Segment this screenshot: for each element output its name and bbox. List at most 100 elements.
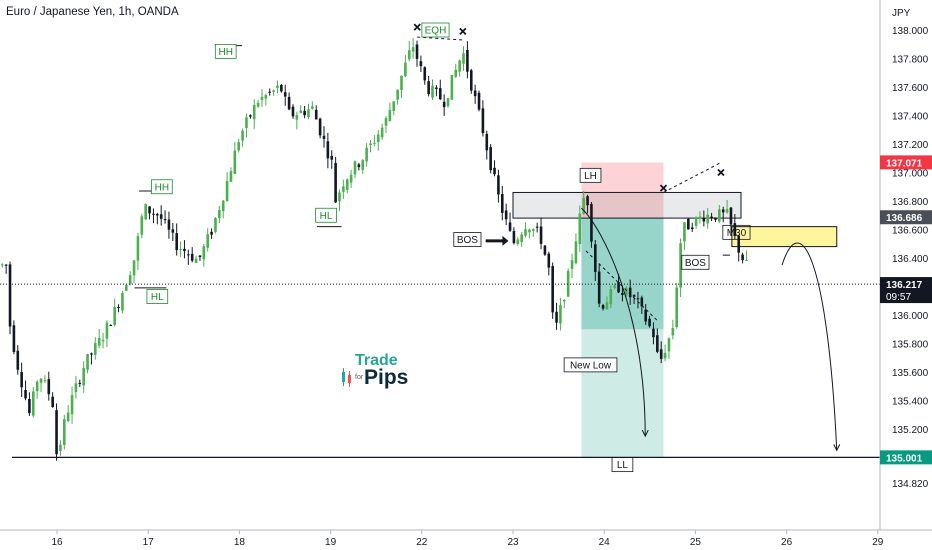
- candle-body: [683, 222, 686, 242]
- candle-body: [62, 419, 66, 446]
- candles-logo-icon: [342, 368, 351, 387]
- candle-body: [12, 325, 16, 352]
- candle-body: [656, 335, 659, 352]
- y-tick-label: 137.800: [892, 55, 929, 66]
- annotation-box: [722, 224, 751, 240]
- candle-body: [570, 260, 574, 269]
- x-tick-label: 26: [781, 537, 793, 548]
- price-tag-label: 137.071: [886, 158, 923, 169]
- candle-body: [187, 254, 190, 256]
- drawings-layer: [134, 23, 841, 452]
- candle-body: [221, 200, 225, 212]
- projection-arrowhead-2: [833, 444, 841, 452]
- candle-body: [51, 396, 54, 407]
- candle-body: [8, 264, 12, 327]
- price-tag-red: [880, 155, 932, 170]
- annotation-box: [151, 179, 173, 195]
- annotation-label: New Low: [570, 360, 612, 371]
- candle-body: [322, 135, 326, 139]
- candle-body: [299, 110, 303, 113]
- x-tick-label: 19: [325, 537, 337, 548]
- candle-body: [539, 226, 543, 244]
- y-tick-label: 136.000: [892, 311, 929, 322]
- candle-body: [489, 147, 492, 171]
- candle-body: [136, 236, 140, 261]
- projection-curve-2: [781, 242, 838, 451]
- x-tick-label: 23: [507, 537, 519, 548]
- candle-body: [520, 234, 523, 242]
- candle-body: [694, 217, 698, 226]
- price-tag-current: [880, 277, 932, 304]
- candle-body: [714, 217, 717, 220]
- candle-body: [473, 90, 477, 97]
- x-tick-label: 24: [599, 537, 611, 548]
- candle-body: [198, 255, 202, 258]
- trade-for-pips-logo: Trade for Pips: [340, 352, 420, 392]
- candle-body: [628, 287, 632, 298]
- candle-body: [609, 289, 613, 305]
- candle-body: [621, 292, 624, 296]
- candle-body: [404, 62, 407, 77]
- price-tag-label: 136.686: [886, 213, 923, 224]
- candle-body: [334, 163, 337, 203]
- candle-body: [388, 110, 392, 122]
- candle-body: [163, 219, 167, 221]
- x-tick-label: 17: [143, 537, 155, 548]
- candle-body: [466, 50, 469, 72]
- candle-body: [342, 186, 345, 192]
- candle-body: [481, 108, 485, 134]
- candle-body: [601, 305, 605, 309]
- candle-body: [392, 101, 396, 111]
- candle-body: [210, 231, 213, 235]
- y-tick-label: 135.400: [892, 397, 929, 408]
- candle-body: [66, 412, 70, 421]
- price-tag-label: 135.001: [886, 453, 923, 464]
- y-tick-label: 135.600: [892, 368, 929, 379]
- candle-body: [632, 295, 636, 297]
- candle-body: [563, 299, 566, 302]
- countdown-label: 09:57: [886, 292, 911, 303]
- candle-body: [179, 248, 182, 250]
- y-tick-label: 137.600: [892, 83, 929, 94]
- candle-body: [272, 90, 275, 92]
- y-tick-label: 134.820: [892, 479, 929, 490]
- candle-body: [326, 141, 330, 159]
- candle-body: [640, 297, 644, 307]
- candle-body: [361, 160, 365, 170]
- candle-body: [586, 196, 589, 206]
- candle-body: [109, 324, 113, 326]
- levels-layer: [0, 283, 880, 458]
- candle-body: [415, 44, 419, 59]
- candle-body: [24, 389, 27, 399]
- candle-body: [314, 109, 318, 120]
- candle-body: [214, 217, 217, 232]
- candle-body: [295, 115, 299, 120]
- candle-body: [597, 271, 601, 304]
- candle-body: [636, 298, 640, 300]
- candle-body: [729, 207, 733, 225]
- candle-body: [396, 89, 399, 100]
- candle-body: [659, 349, 663, 359]
- candle-body: [276, 85, 279, 89]
- candle-body: [183, 248, 186, 252]
- candle-body: [357, 164, 361, 168]
- candle-body: [105, 322, 109, 339]
- candle-body: [679, 243, 682, 288]
- candle-body: [442, 101, 446, 108]
- candle-body: [380, 127, 384, 138]
- candle-body: [280, 84, 283, 92]
- candle-body: [43, 379, 47, 381]
- candle-body: [690, 227, 694, 230]
- candle-body: [311, 106, 314, 109]
- candle-body: [574, 241, 578, 264]
- candle-body: [625, 287, 628, 296]
- eqh-line: [417, 36, 463, 41]
- candle-body: [78, 382, 82, 384]
- annotation-box: [421, 22, 450, 38]
- chart-title: Euro / Japanese Yen, 1h, OANDA: [6, 6, 179, 18]
- candle-body: [687, 218, 690, 230]
- candle-body: [733, 223, 737, 236]
- candle-body: [39, 378, 43, 383]
- candle-body: [485, 133, 489, 151]
